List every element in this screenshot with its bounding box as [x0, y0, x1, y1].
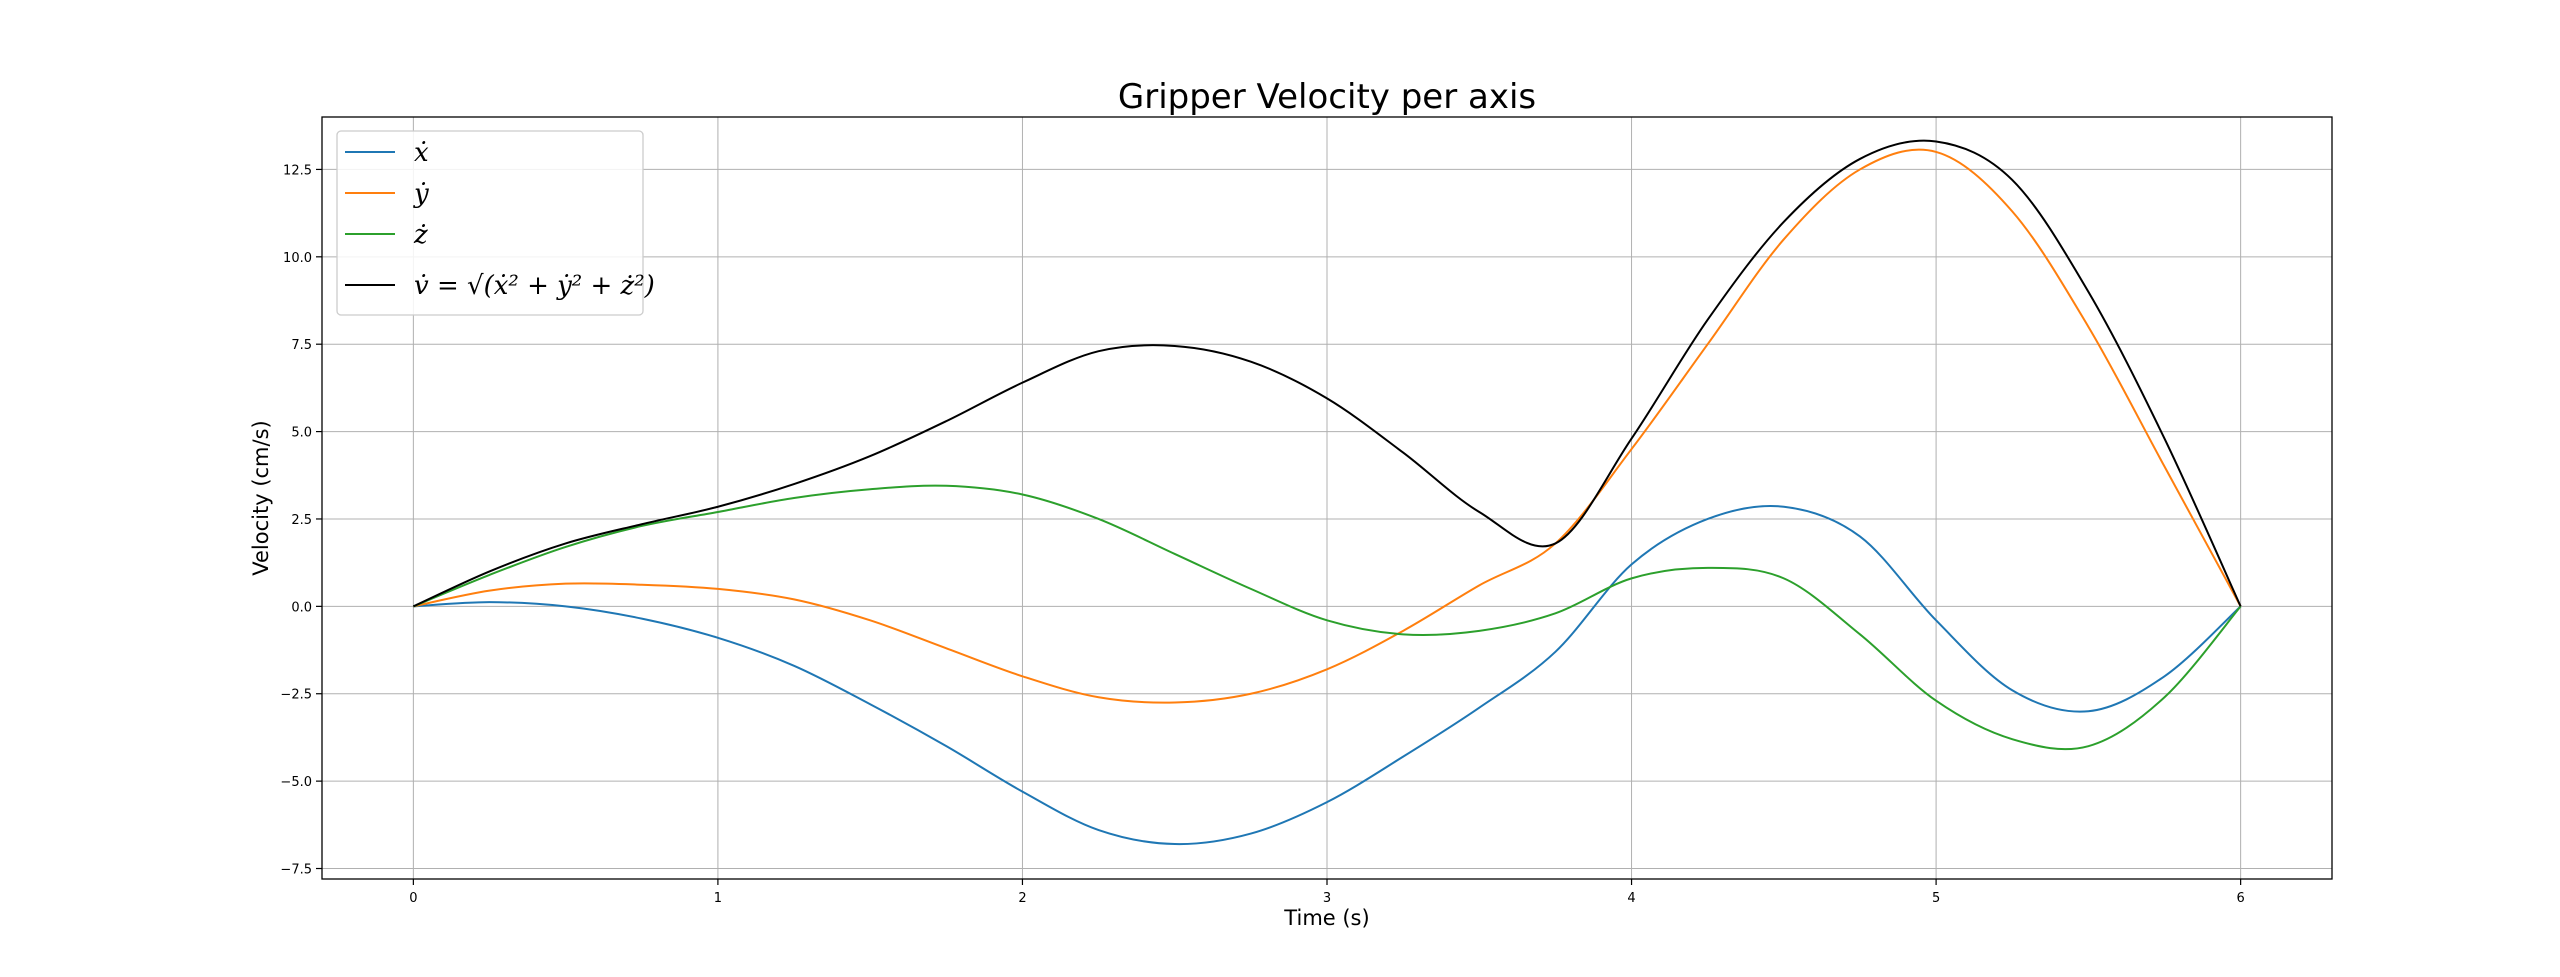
legend-label-z-dot: ż [413, 220, 428, 250]
legend: ẋẏż v̇ = √(ẋ² + ẏ² + ż²) [336, 130, 655, 316]
y-tick-label: 0.0 [291, 600, 312, 615]
legend-label-v-dot: v̇ = √(ẋ² + ẏ² + ż²) [414, 271, 655, 301]
grid-lines [322, 117, 2332, 879]
chart-title: Gripper Velocity per axis [1118, 77, 1536, 117]
x-tick-label: 6 [2236, 891, 2244, 906]
series-line-z-dot [412, 484, 2242, 751]
x-tick-label: 5 [1932, 891, 1940, 906]
y-tick-label: 12.5 [283, 163, 312, 178]
legend-label-x-dot: ẋ [414, 138, 429, 168]
legend-label-y-dot: ẏ [413, 179, 429, 209]
y-tick-label: 2.5 [291, 513, 312, 528]
y-tick-label: 5.0 [291, 426, 312, 441]
legend-box [336, 130, 644, 316]
y-axis-label: Velocity (cm/s) [249, 420, 273, 575]
series-lines [412, 139, 2242, 846]
y-tick-label: 7.5 [291, 338, 312, 353]
y-axis-ticks: −7.5 −5.0 −2.5 0.0 2.5 5.0 7.5 10.0 12.5 [280, 163, 322, 878]
x-tick-label: 2 [1018, 891, 1026, 906]
y-tick-label: −7.5 [280, 863, 312, 878]
x-axis-label: Time (s) [1283, 906, 1369, 930]
series-line-y-dot [413, 148, 2242, 704]
x-tick-label: 0 [409, 891, 417, 906]
x-tick-label: 3 [1323, 891, 1331, 906]
y-tick-label: 10.0 [283, 251, 312, 266]
series-line-v-dot [412, 139, 2242, 608]
x-axis-ticks: 0 1 2 3 4 5 6 [409, 879, 2245, 906]
x-tick-label: 1 [714, 891, 722, 906]
series-line-x-dot [413, 505, 2242, 846]
y-tick-label: −5.0 [280, 775, 312, 790]
y-tick-label: −2.5 [280, 688, 312, 703]
x-tick-label: 4 [1627, 891, 1635, 906]
